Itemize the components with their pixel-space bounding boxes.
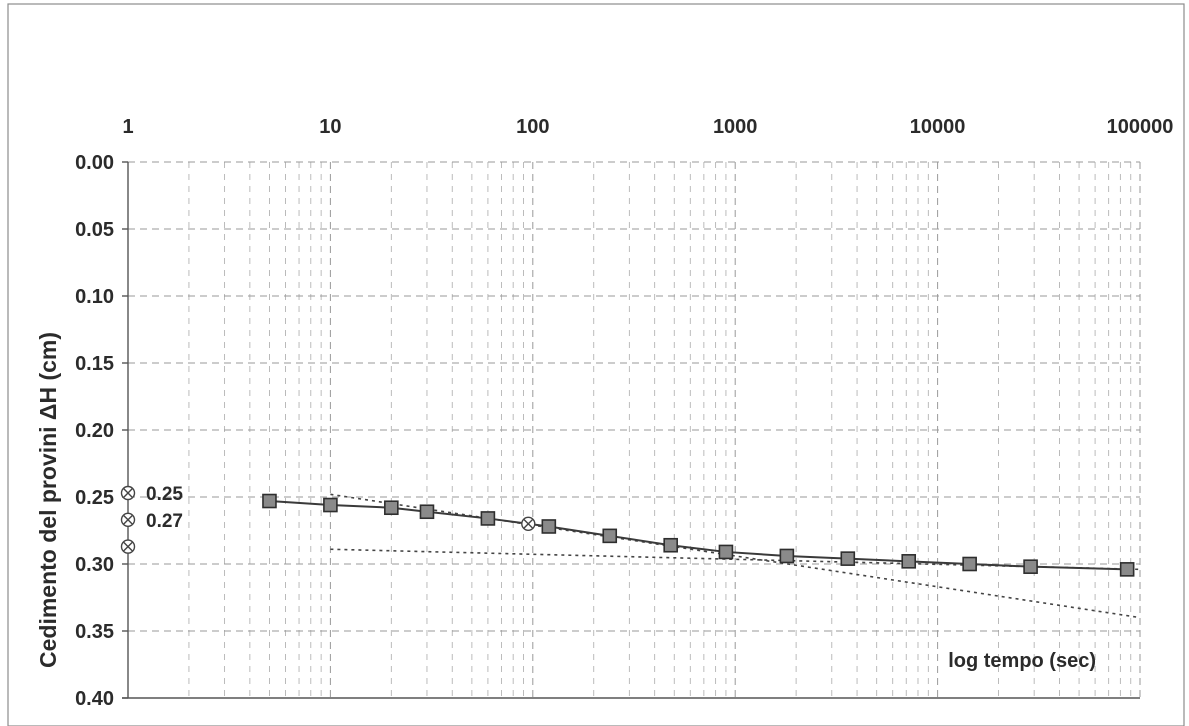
x-axis-ticks: 1 10 100 1000 10000 100000 bbox=[122, 116, 1173, 138]
grid bbox=[128, 161, 1141, 698]
x-tick-label: 10 bbox=[319, 116, 341, 138]
y-axis-ticks: 0.00 0.05 0.10 0.15 0.20 0.25 0.30 0.35 0.40 bbox=[75, 152, 128, 710]
y-tick-label: 0.40 bbox=[75, 688, 114, 710]
circled-x-stroke bbox=[123, 488, 133, 498]
data-point bbox=[262, 493, 277, 509]
series bbox=[262, 493, 1135, 577]
y-tick-label: 0.25 bbox=[75, 487, 114, 509]
annotation-marker bbox=[120, 539, 136, 554]
y-axis-title: Cedimento del provini ΔH (cm) bbox=[35, 332, 61, 668]
chart-frame bbox=[7, 3, 1185, 726]
data-point bbox=[419, 504, 435, 520]
data-point bbox=[480, 511, 496, 526]
data-point bbox=[962, 556, 977, 572]
y-tick-label: 0.15 bbox=[75, 353, 114, 375]
y-tick-label: 0.10 bbox=[75, 286, 114, 308]
annotation-marker bbox=[120, 512, 136, 527]
point-marker bbox=[521, 516, 536, 531]
circled-x-stroke bbox=[123, 541, 133, 552]
x-tick-label: 100000 bbox=[1107, 116, 1174, 138]
annotation-label: 0.25 bbox=[146, 484, 183, 505]
x-tick-label: 100 bbox=[516, 116, 549, 138]
y-tick-label: 0.20 bbox=[75, 420, 114, 442]
circled-x-stroke bbox=[523, 519, 533, 529]
annotations: 0.25 0.27 bbox=[120, 484, 183, 554]
data-point bbox=[1119, 562, 1135, 577]
circled-x-stroke bbox=[123, 515, 133, 525]
annotation-marker bbox=[120, 485, 136, 501]
x-tick-label: 1000 bbox=[713, 116, 758, 138]
y-tick-label: 0.35 bbox=[75, 621, 114, 643]
y-tick-label: 0.30 bbox=[75, 554, 114, 576]
x-tick-label: 1 bbox=[122, 116, 133, 138]
y-tick-label: 0.05 bbox=[75, 219, 114, 241]
data-point bbox=[718, 544, 734, 560]
data-point bbox=[602, 528, 618, 544]
x-axis-title: log tempo (sec) bbox=[948, 650, 1096, 672]
data-point bbox=[1023, 559, 1038, 574]
data-point bbox=[779, 548, 795, 564]
data-point bbox=[323, 497, 338, 513]
data-point bbox=[384, 500, 399, 516]
data-point bbox=[840, 551, 856, 566]
annotation-label: 0.27 bbox=[146, 511, 183, 532]
data-point bbox=[663, 537, 678, 553]
x-tick-label: 10000 bbox=[910, 116, 966, 138]
data-point bbox=[901, 554, 917, 569]
data-point bbox=[541, 519, 557, 534]
y-tick-label: 0.00 bbox=[75, 152, 114, 174]
